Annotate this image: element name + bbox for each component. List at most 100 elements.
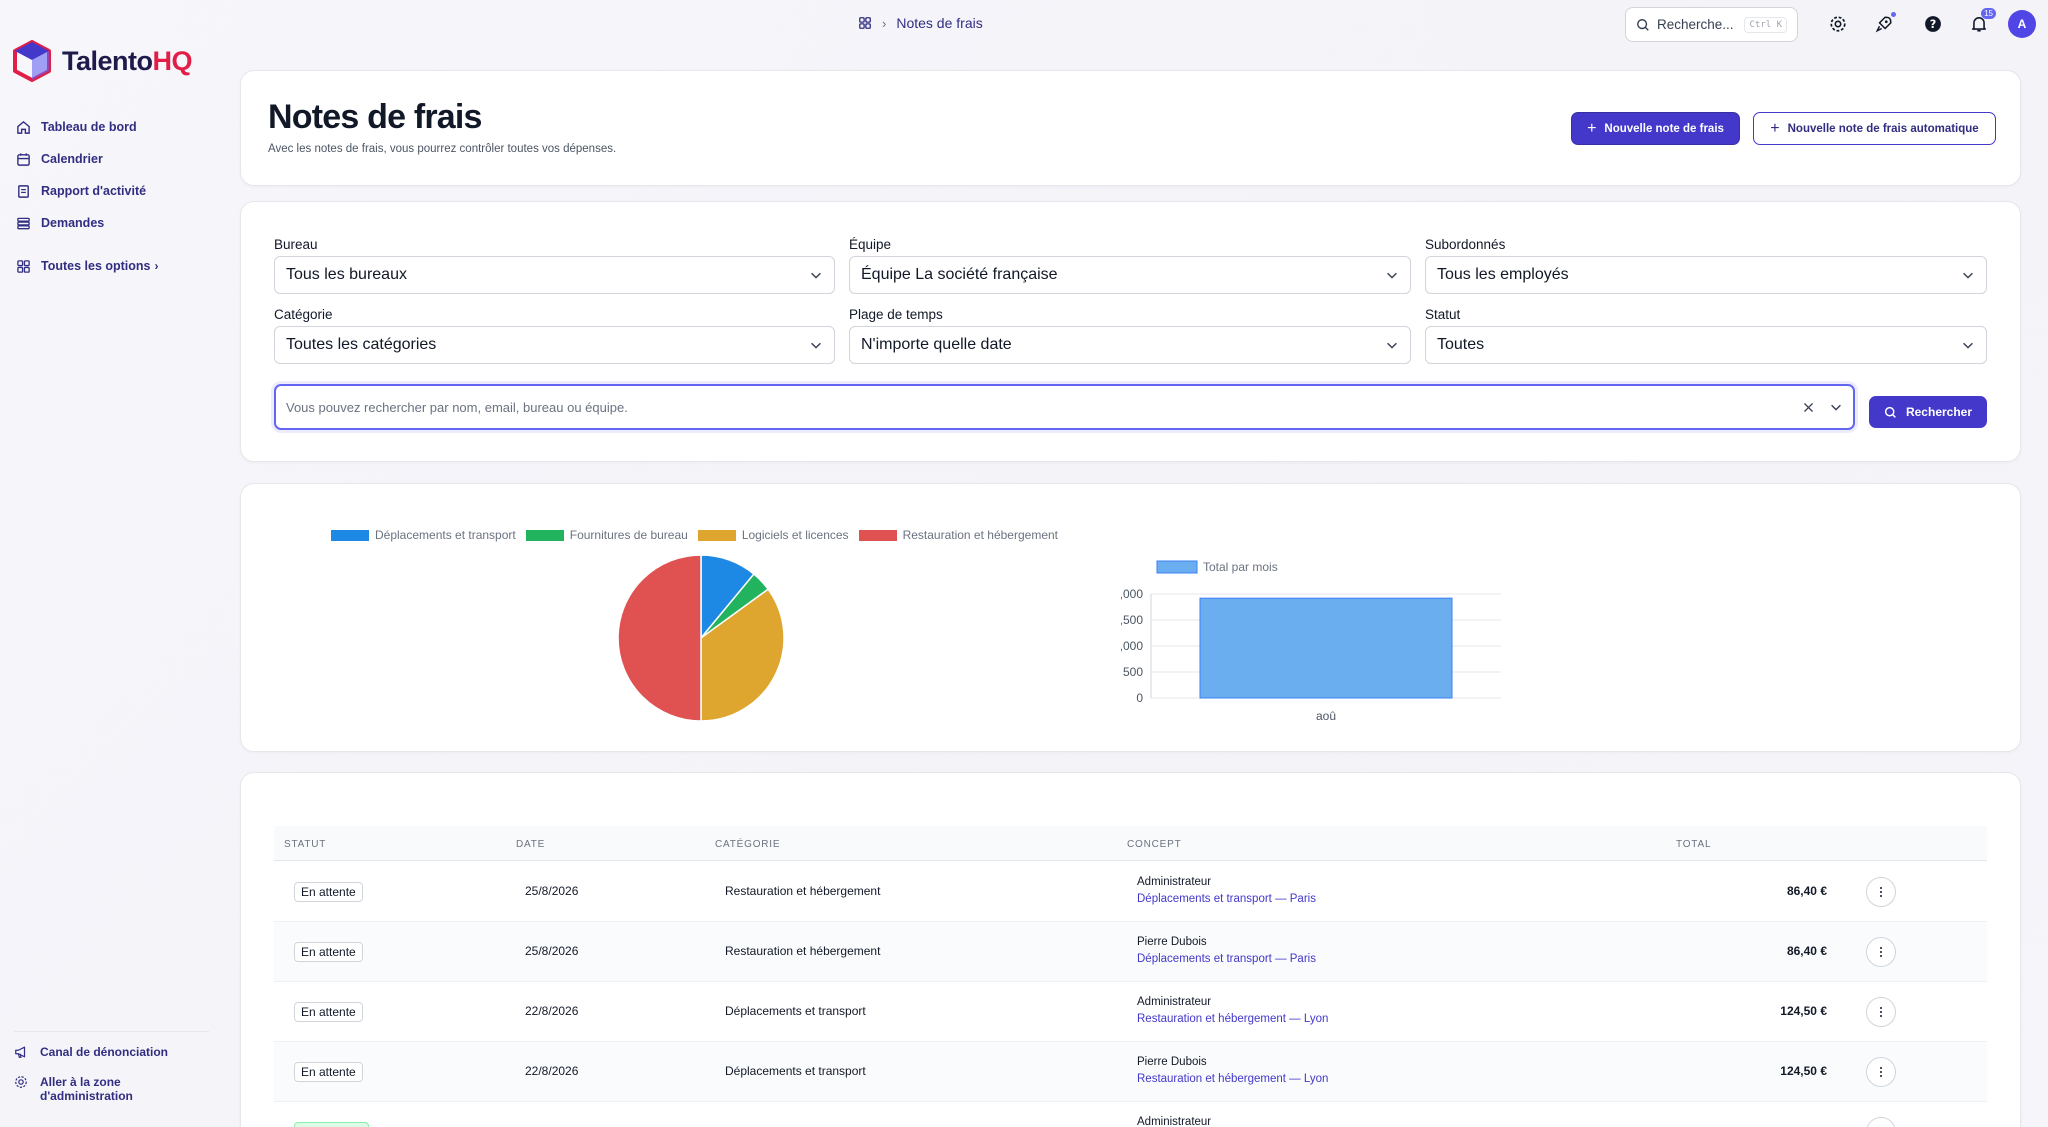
help-button[interactable]: ? bbox=[1922, 13, 1944, 35]
list-icon bbox=[17, 217, 30, 229]
bar-legend-label: Total par mois bbox=[1203, 560, 1278, 574]
status-badge bbox=[294, 1122, 369, 1127]
breadcrumb: › Notes de frais bbox=[858, 15, 983, 31]
filters-card: Bureau Tous les bureaux Équipe Équipe La… bbox=[240, 201, 2021, 462]
person-name: Administrateur bbox=[1137, 876, 1212, 888]
more-vertical-icon bbox=[1879, 946, 1883, 958]
concept-link[interactable]: Restauration et hébergement — Lyon bbox=[1137, 1013, 1329, 1025]
legend-item[interactable]: Déplacements et transport bbox=[331, 528, 516, 542]
home-icon bbox=[17, 120, 30, 134]
legend-swatch bbox=[331, 529, 369, 541]
chevron-down-icon bbox=[811, 342, 821, 349]
notifications-button[interactable]: 15 bbox=[1968, 8, 1996, 35]
search-icon bbox=[1637, 18, 1649, 31]
date-cell: 25/8/2026 bbox=[525, 884, 579, 898]
new-auto-expense-button[interactable]: + Nouvelle note de frais automatique bbox=[1753, 112, 1996, 145]
pie-legend: Déplacements et transport Fournitures de… bbox=[331, 528, 1058, 542]
bar[interactable] bbox=[1199, 597, 1453, 699]
bureau-select[interactable]: Tous les bureaux bbox=[274, 256, 835, 294]
more-vertical-icon bbox=[1879, 1006, 1883, 1018]
global-search[interactable]: Recherche... Ctrl K bbox=[1625, 7, 1798, 42]
date-cell: 22/8/2026 bbox=[525, 1064, 579, 1078]
avatar[interactable]: A bbox=[2008, 10, 2036, 38]
column-header-total[interactable]: TOTAL bbox=[1676, 839, 1712, 850]
legend-item[interactable]: Logiciels et licences bbox=[697, 528, 849, 542]
y-tick-label: 0 bbox=[1136, 691, 1143, 705]
row-actions-button[interactable] bbox=[1866, 1117, 1896, 1127]
chevron-down-icon[interactable] bbox=[1829, 400, 1843, 414]
column-header-status[interactable]: STATUT bbox=[284, 839, 327, 850]
concept-link[interactable]: Déplacements et transport — Paris bbox=[1137, 953, 1316, 965]
legend-label: Déplacements et transport bbox=[375, 528, 516, 542]
total-cell: 86,40 € bbox=[1786, 944, 1827, 958]
sidebar-bottom: Canal de dénonciation Aller à la zone d'… bbox=[14, 1031, 209, 1119]
date-cell: 25/8/2026 bbox=[525, 944, 579, 958]
divider bbox=[14, 1031, 209, 1032]
equipe-select[interactable]: Équipe La société française bbox=[849, 256, 1411, 294]
chevron-right-icon: › bbox=[154, 259, 159, 273]
sidebar-item-label: Calendrier bbox=[41, 152, 103, 166]
grid-icon bbox=[17, 259, 30, 273]
status-badge: En attente bbox=[294, 1062, 363, 1082]
settings-button[interactable] bbox=[1827, 13, 1849, 35]
row-actions-button[interactable] bbox=[1866, 997, 1896, 1027]
app-name: TalentoHQ bbox=[62, 45, 192, 76]
column-header-category[interactable]: CATÉGORIE bbox=[715, 839, 781, 850]
pie-slice-4[interactable] bbox=[617, 554, 702, 722]
pie-slice-3[interactable] bbox=[700, 588, 785, 722]
legend-swatch bbox=[858, 529, 897, 541]
bar-legend-swatch bbox=[1156, 560, 1198, 574]
row-actions-button[interactable] bbox=[1866, 877, 1896, 907]
grid-icon[interactable] bbox=[858, 16, 872, 30]
person-name: Pierre Dubois bbox=[1137, 936, 1207, 948]
column-header-date[interactable]: DATE bbox=[516, 839, 546, 850]
table-row[interactable]: En attente 25/8/2026 Restauration et héb… bbox=[274, 862, 1987, 922]
more-vertical-icon bbox=[1879, 886, 1883, 898]
y-tick-label: 1,000 bbox=[1121, 639, 1143, 653]
sidebar-item-admin[interactable]: Aller à la zone d'administration bbox=[14, 1075, 209, 1103]
filter-label-subordonnes: Subordonnés bbox=[1425, 237, 1506, 252]
sidebar-item-label: Toutes les options bbox=[41, 259, 151, 273]
legend-item[interactable]: Restauration et hébergement bbox=[858, 528, 1058, 542]
sidebar-item-report[interactable]: Rapport d'activité bbox=[16, 175, 159, 207]
page-header-card: Notes de frais Avec les notes de frais, … bbox=[240, 70, 2021, 186]
more-vertical-icon bbox=[1879, 1066, 1883, 1078]
concept-link[interactable]: Déplacements et transport — Paris bbox=[1137, 893, 1316, 905]
new-indicator-dot bbox=[1891, 12, 1896, 17]
row-actions-button[interactable] bbox=[1866, 937, 1896, 967]
new-expense-button[interactable]: + Nouvelle note de frais bbox=[1571, 112, 1740, 145]
legend-item[interactable]: Fournitures de bureau bbox=[525, 528, 688, 542]
statut-select[interactable]: Toutes bbox=[1425, 326, 1987, 364]
table-row[interactable]: En attente 25/8/2026 Restauration et héb… bbox=[274, 922, 1987, 982]
table-row[interactable]: En attente 22/8/2026 Déplacements et tra… bbox=[274, 1042, 1987, 1102]
plage-select[interactable]: N'importe quelle date bbox=[849, 326, 1411, 364]
plus-icon: + bbox=[1770, 119, 1780, 137]
help-icon: ? bbox=[1925, 16, 1941, 32]
table-row[interactable]: Administrateur bbox=[274, 1102, 1987, 1127]
chevron-down-icon bbox=[811, 272, 821, 279]
subordonnes-select[interactable]: Tous les employés bbox=[1425, 256, 1987, 294]
status-badge: En attente bbox=[294, 1002, 363, 1022]
column-header-concept[interactable]: CONCEPT bbox=[1127, 839, 1182, 850]
categorie-select[interactable]: Toutes les catégories bbox=[274, 326, 835, 364]
sidebar-item-calendar[interactable]: Calendrier bbox=[16, 143, 159, 175]
rocket-button[interactable] bbox=[1873, 12, 1896, 35]
search-button[interactable]: Rechercher bbox=[1869, 396, 1987, 428]
employee-search-input[interactable]: Vous pouvez rechercher par nom, email, b… bbox=[274, 384, 1855, 430]
statut-select-value: Toutes bbox=[1437, 336, 1485, 353]
table-header: STATUT DATE CATÉGORIE CONCEPT TOTAL bbox=[274, 826, 1987, 861]
row-actions-button[interactable] bbox=[1866, 1057, 1896, 1087]
sidebar-item-whistleblower[interactable]: Canal de dénonciation bbox=[14, 1045, 209, 1059]
sidebar-item-requests[interactable]: Demandes bbox=[16, 207, 159, 239]
page-title: Notes de frais bbox=[268, 98, 482, 136]
sidebar-item-dashboard[interactable]: Tableau de bord bbox=[16, 111, 159, 143]
breadcrumb-current[interactable]: Notes de frais bbox=[896, 15, 983, 31]
app-logo[interactable]: TalentoHQ bbox=[12, 40, 192, 82]
concept-link[interactable]: Restauration et hébergement — Lyon bbox=[1137, 1073, 1329, 1085]
table-row[interactable]: En attente 22/8/2026 Déplacements et tra… bbox=[274, 982, 1987, 1042]
close-icon[interactable] bbox=[1802, 401, 1815, 414]
sidebar-item-label: Canal de dénonciation bbox=[40, 1045, 169, 1059]
status-badge: En attente bbox=[294, 942, 363, 962]
sidebar-item-all-options[interactable]: Toutes les options › bbox=[16, 250, 159, 282]
logo-cube-icon bbox=[13, 40, 51, 82]
